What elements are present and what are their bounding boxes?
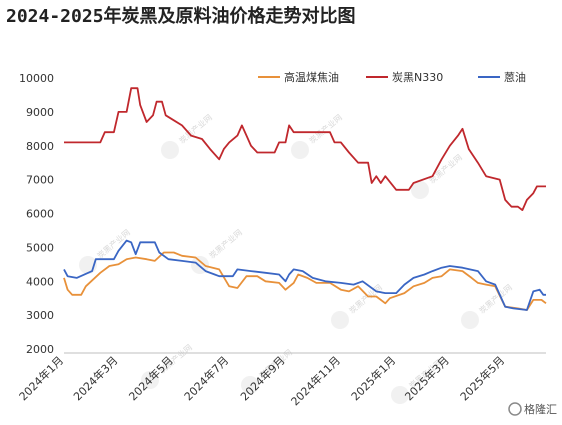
y-tick-label: 8000 xyxy=(26,140,54,153)
series-layer xyxy=(63,87,547,311)
y-tick-label: 5000 xyxy=(26,241,54,254)
logo-icon xyxy=(141,371,159,389)
brand-mark: 格隆汇 xyxy=(508,402,557,416)
legend-label-anthracene-oil: 蒽油 xyxy=(504,70,526,84)
logo-icon xyxy=(461,311,479,329)
gelonghui-logo-icon xyxy=(508,402,522,416)
logo-icon xyxy=(161,141,179,159)
series-line-coal-tar xyxy=(63,251,547,311)
y-tick-label: 2000 xyxy=(26,343,54,356)
legend-label-n330: 炭黑N330 xyxy=(392,71,443,84)
logo-icon xyxy=(331,311,349,329)
y-axis: 10000 9000 8000 7000 6000 5000 4000 3000… xyxy=(19,72,54,356)
logo-icon xyxy=(291,141,309,159)
legend: 高温煤焦油 炭黑N330 蒽油 xyxy=(258,70,526,84)
y-tick-label: 10000 xyxy=(19,72,54,85)
y-tick-label: 6000 xyxy=(26,208,54,221)
y-tick-label: 3000 xyxy=(26,309,54,322)
chart-title: 2024-2025年炭黑及原料油价格走势对比图 xyxy=(6,5,356,27)
series-line-n330 xyxy=(64,87,546,211)
series-line-anthracene-oil xyxy=(63,239,546,311)
y-tick-label: 7000 xyxy=(26,174,54,187)
logo-icon xyxy=(241,376,259,394)
y-tick-label: 9000 xyxy=(26,106,54,119)
brand-text: 格隆汇 xyxy=(524,402,557,416)
legend-label-coal-tar: 高温煤焦油 xyxy=(284,70,339,84)
y-tick-label: 4000 xyxy=(26,275,54,288)
logo-icon xyxy=(391,386,409,404)
logo-icon xyxy=(411,181,429,199)
